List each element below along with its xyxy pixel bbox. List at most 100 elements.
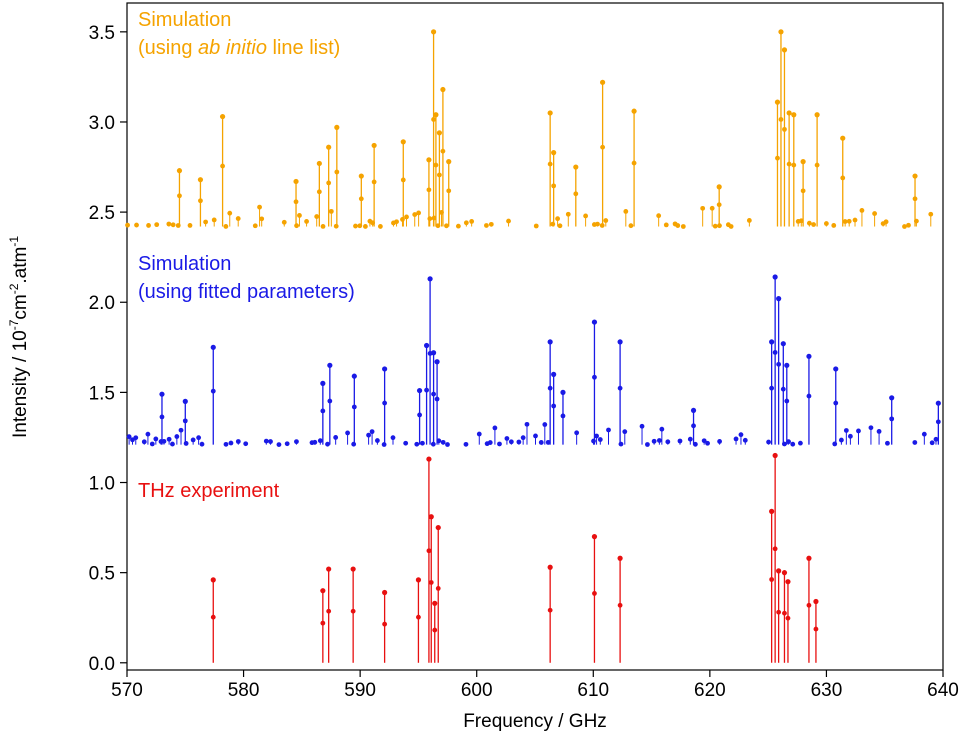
mid-marker	[547, 161, 553, 167]
mid-marker	[691, 423, 696, 429]
weak-line-marker	[852, 217, 858, 223]
mid-marker	[350, 608, 356, 614]
peak-marker	[631, 108, 637, 114]
weak-line-marker	[487, 440, 493, 445]
peak-marker	[560, 389, 566, 395]
weak-line-marker	[497, 441, 502, 447]
x-axis-title: Frequency / GHz	[463, 711, 607, 732]
series-1	[126, 274, 941, 447]
weak-line-marker	[416, 210, 422, 216]
mid-marker	[434, 396, 440, 402]
weak-line-marker	[929, 440, 935, 446]
x-tick-label: 620	[694, 680, 726, 701]
weak-line-marker	[235, 216, 241, 221]
weak-line-marker	[659, 426, 665, 432]
mid-marker	[334, 169, 340, 175]
peak-marker	[617, 555, 623, 561]
weak-line-marker	[390, 435, 396, 441]
weak-line-marker	[520, 435, 526, 441]
ylabel-sup1: -7	[7, 319, 21, 330]
weak-line-marker	[656, 438, 662, 443]
weak-line-marker	[484, 223, 489, 228]
weak-line-marker	[885, 440, 890, 446]
peak-marker	[426, 456, 432, 462]
weak-line-marker	[591, 438, 596, 444]
weak-line-marker	[203, 219, 209, 225]
mid-marker	[935, 419, 941, 425]
mid-marker	[769, 385, 775, 391]
weak-line-marker	[717, 439, 722, 444]
peak-marker	[778, 29, 784, 35]
weak-line-marker	[811, 222, 816, 227]
weak-line-marker	[257, 204, 262, 210]
weak-line-marker	[492, 425, 498, 431]
weak-line-marker	[320, 223, 326, 229]
mid-marker	[776, 609, 782, 615]
mid-marker	[778, 117, 784, 122]
peak-marker	[400, 139, 406, 145]
peak-marker	[182, 398, 188, 404]
peak-marker	[423, 342, 430, 349]
mid-marker	[210, 614, 216, 620]
x-tick-label: 600	[461, 680, 493, 701]
weak-line-marker	[183, 441, 189, 446]
weak-line-marker	[847, 433, 853, 439]
ylabel-mid: cm	[10, 294, 31, 319]
weak-line-marker	[133, 435, 139, 441]
weak-line-marker	[174, 434, 180, 439]
peak-marker	[776, 296, 782, 302]
mid-marker	[769, 577, 775, 582]
weak-line-marker	[469, 219, 475, 224]
mid-marker	[220, 163, 225, 169]
weak-line-marker	[252, 223, 258, 229]
weak-line-marker	[856, 428, 861, 434]
mid-marker	[800, 188, 806, 194]
weak-line-marker	[190, 437, 196, 443]
peak-marker	[833, 366, 839, 372]
weak-line-marker	[506, 218, 511, 224]
peak-marker	[320, 380, 326, 386]
peak-marker	[547, 339, 553, 345]
series-label-fitted-line2: (using fitted parameters)	[138, 281, 355, 303]
peak-marker	[547, 110, 553, 116]
weak-line-marker	[445, 442, 450, 447]
weak-line-marker	[394, 219, 399, 225]
peak-marker	[912, 173, 918, 179]
weak-line-marker	[414, 441, 420, 447]
weak-line-marker	[476, 431, 482, 437]
weak-line-marker	[294, 439, 299, 445]
weak-line-marker	[842, 219, 848, 224]
weak-line-marker	[798, 440, 803, 446]
weak-line-marker	[353, 223, 358, 229]
weak-line-marker	[166, 436, 172, 442]
mid-marker	[782, 610, 787, 616]
weak-line-marker	[377, 224, 383, 229]
weak-line-marker	[134, 222, 139, 228]
peak-marker	[690, 407, 697, 414]
peak-marker	[351, 373, 357, 379]
weak-line-marker	[823, 221, 829, 226]
weak-line-marker	[149, 441, 155, 447]
peak-marker	[769, 339, 775, 345]
weak-line-marker	[154, 222, 160, 228]
peak-marker	[935, 400, 941, 406]
mid-marker	[416, 614, 421, 620]
weak-line-marker	[709, 205, 715, 211]
weak-line-marker	[806, 220, 812, 226]
peak-marker	[436, 130, 443, 136]
weak-line-marker	[126, 434, 132, 440]
weak-line-marker	[369, 429, 375, 435]
axes: 570 580 590 600 610 620 630 640 0.0 0.5 1.0 1.5 2.0 2…	[89, 23, 959, 701]
weak-line-marker	[243, 441, 249, 447]
mid-marker	[560, 413, 566, 419]
weak-line-marker	[328, 208, 334, 214]
weak-line-marker	[141, 439, 147, 445]
peak-marker	[416, 387, 423, 394]
weak-line-marker	[153, 436, 159, 442]
peak-marker	[415, 577, 422, 583]
mid-marker	[358, 196, 364, 202]
weak-line-marker	[545, 439, 551, 445]
mid-marker	[813, 626, 819, 632]
mid-marker	[417, 412, 422, 418]
weak-line-marker	[700, 205, 706, 211]
